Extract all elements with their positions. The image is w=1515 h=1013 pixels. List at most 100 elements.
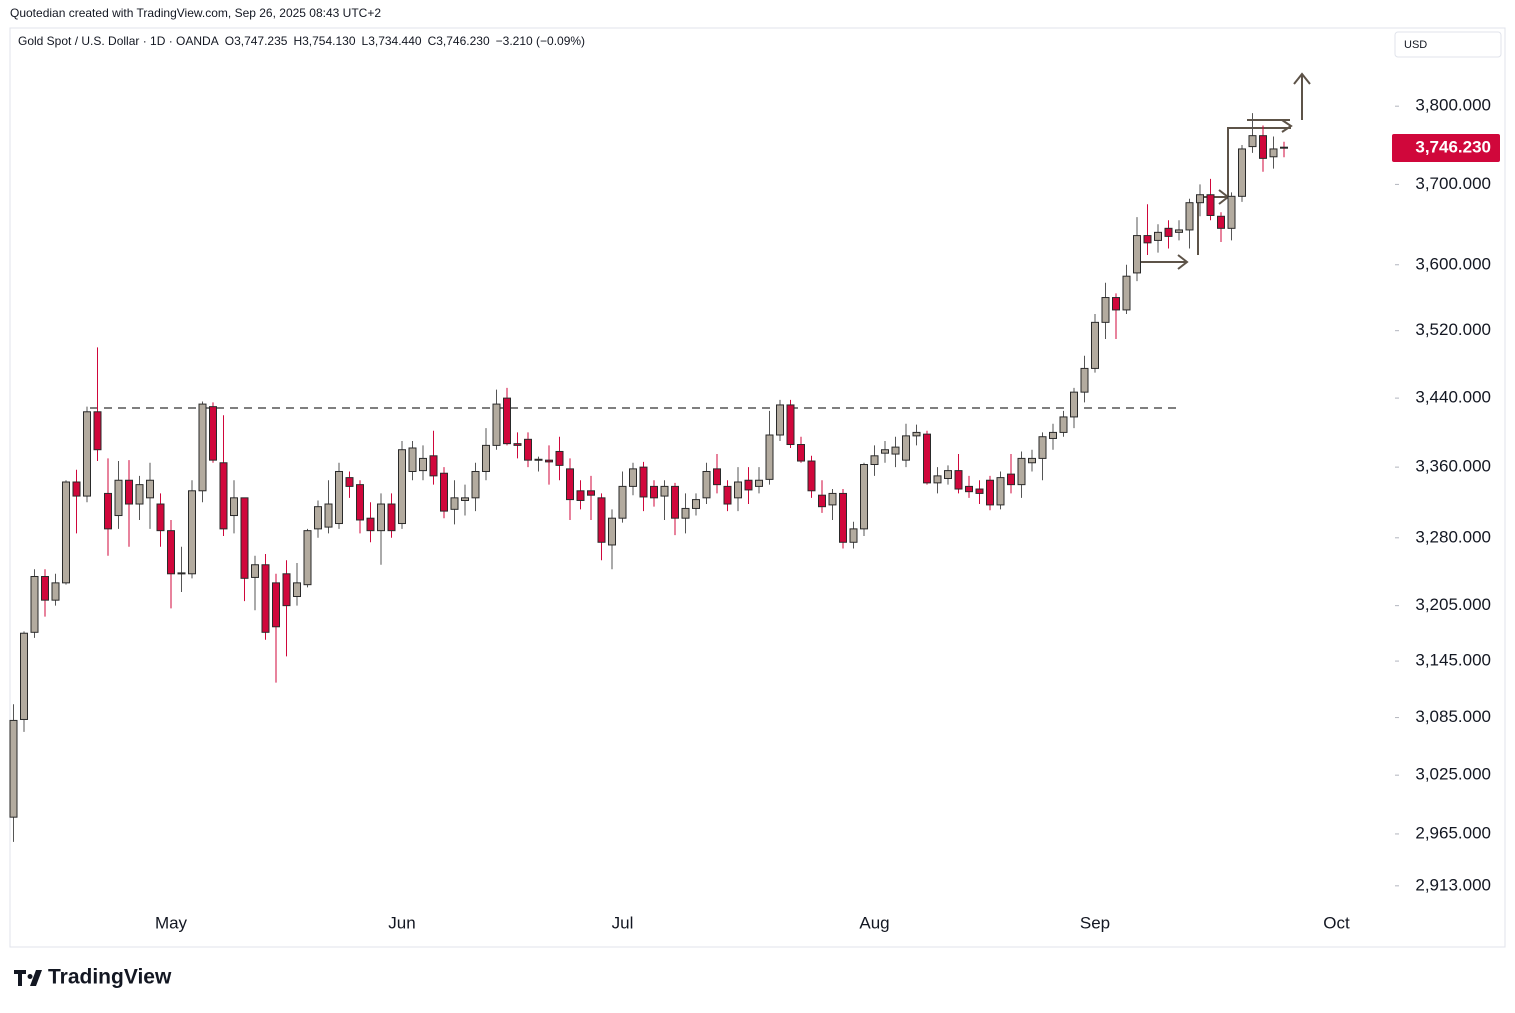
candle-body bbox=[345, 477, 354, 487]
candle-body bbox=[776, 404, 784, 436]
candle-body bbox=[219, 462, 228, 530]
candle-body bbox=[62, 481, 70, 584]
candle-body bbox=[114, 479, 123, 517]
candle-body bbox=[986, 479, 994, 506]
candle-body bbox=[51, 582, 60, 601]
candle-body bbox=[135, 484, 144, 505]
candle-body bbox=[1028, 457, 1036, 464]
arrow bbox=[1227, 119, 1293, 197]
candle-body bbox=[1238, 148, 1246, 197]
y-tick-label: 3,700.000 bbox=[1415, 174, 1491, 193]
candle-body bbox=[1059, 416, 1068, 433]
candle-body bbox=[272, 582, 280, 628]
y-tick-label: 3,085.000 bbox=[1415, 707, 1491, 726]
last-price-label: 3,746.230 bbox=[1415, 137, 1491, 156]
candle-body bbox=[881, 449, 889, 454]
candle-body bbox=[419, 457, 427, 472]
ohlc-open: O3,747.235 bbox=[225, 34, 288, 48]
candle-body bbox=[597, 497, 606, 543]
candle-body bbox=[471, 470, 480, 499]
candle-body bbox=[1049, 431, 1057, 439]
candle-body bbox=[41, 576, 49, 601]
x-tick-label: Aug bbox=[859, 913, 889, 932]
candle-body bbox=[566, 468, 574, 501]
candle-body bbox=[902, 435, 910, 461]
candle-body bbox=[188, 490, 196, 575]
candle-body bbox=[1269, 148, 1278, 158]
candle-body bbox=[765, 434, 774, 480]
ohlc-change: −3.210 (−0.09%) bbox=[496, 34, 585, 48]
candle-body bbox=[828, 492, 837, 506]
candle-body bbox=[1112, 297, 1120, 311]
candle-body bbox=[209, 406, 217, 461]
candle-body bbox=[555, 450, 564, 466]
logo: TradingView bbox=[48, 966, 172, 989]
candle-body bbox=[104, 492, 112, 530]
candle-body bbox=[1154, 231, 1162, 241]
legend: Gold Spot / U.S. Dollar · 1D · OANDA O3,7… bbox=[18, 34, 585, 48]
candle-body bbox=[1091, 321, 1099, 369]
y-tick-label: 3,600.000 bbox=[1415, 254, 1491, 273]
candle-body bbox=[1038, 436, 1047, 459]
candle-body bbox=[356, 484, 364, 521]
currency[interactable]: USD bbox=[1404, 39, 1427, 51]
y-tick-label: 3,205.000 bbox=[1415, 595, 1491, 614]
candle-body bbox=[240, 497, 249, 579]
candle-body bbox=[30, 576, 39, 633]
candle-body bbox=[293, 582, 301, 598]
candle-body bbox=[839, 492, 847, 543]
candle-body bbox=[965, 485, 973, 493]
candle-body bbox=[1227, 195, 1236, 229]
candle-body bbox=[608, 517, 616, 546]
last-price-tag bbox=[1392, 133, 1500, 162]
candle-body bbox=[282, 573, 291, 607]
candle-body bbox=[1143, 235, 1152, 244]
candle-body bbox=[125, 479, 133, 505]
candle-body bbox=[503, 397, 511, 445]
candle-body bbox=[9, 719, 18, 818]
candle-body bbox=[797, 444, 805, 462]
candle-body bbox=[261, 564, 270, 633]
chart-frame bbox=[9, 27, 1506, 948]
candle-body bbox=[440, 472, 448, 512]
candle-body bbox=[534, 458, 543, 461]
candle-body bbox=[807, 460, 816, 492]
candle-body bbox=[996, 477, 1005, 506]
arrow bbox=[1293, 72, 1311, 120]
candle-body bbox=[618, 485, 627, 519]
candle-body bbox=[324, 503, 333, 528]
candle-body bbox=[167, 530, 175, 575]
y-tick-label: 3,520.000 bbox=[1415, 320, 1491, 339]
candle-body bbox=[20, 632, 28, 720]
candle-body bbox=[93, 411, 102, 451]
y-tick-label: 2,913.000 bbox=[1415, 875, 1491, 894]
candle-body bbox=[513, 443, 522, 446]
candle-body bbox=[1133, 235, 1141, 274]
y-tick-label: 3,025.000 bbox=[1415, 765, 1491, 784]
candles bbox=[9, 113, 1288, 842]
candle-body bbox=[681, 507, 690, 519]
candle-body bbox=[387, 503, 396, 532]
candle-body bbox=[870, 455, 879, 466]
candle-body bbox=[545, 459, 553, 463]
ohlc-high: H3,754.130 bbox=[293, 34, 355, 48]
candle-body bbox=[629, 468, 637, 487]
y-tick-label: 3,360.000 bbox=[1415, 457, 1491, 476]
candle-body bbox=[933, 475, 942, 484]
candle-body bbox=[461, 497, 469, 501]
candle-body bbox=[849, 528, 858, 543]
y-tick-label: 3,280.000 bbox=[1415, 527, 1491, 546]
candle-body bbox=[429, 455, 438, 477]
y-tick-label: 3,800.000 bbox=[1415, 96, 1491, 115]
currency-box[interactable] bbox=[1394, 31, 1502, 58]
candle-body bbox=[1101, 297, 1110, 323]
candle-body bbox=[303, 530, 312, 586]
candle-body bbox=[83, 411, 91, 497]
candle-body bbox=[1196, 194, 1204, 204]
x-tick-label: Jun bbox=[388, 913, 415, 932]
candle-body bbox=[786, 404, 795, 446]
candle-body bbox=[702, 470, 711, 499]
candle-body bbox=[671, 485, 679, 519]
candle-body bbox=[314, 506, 322, 530]
